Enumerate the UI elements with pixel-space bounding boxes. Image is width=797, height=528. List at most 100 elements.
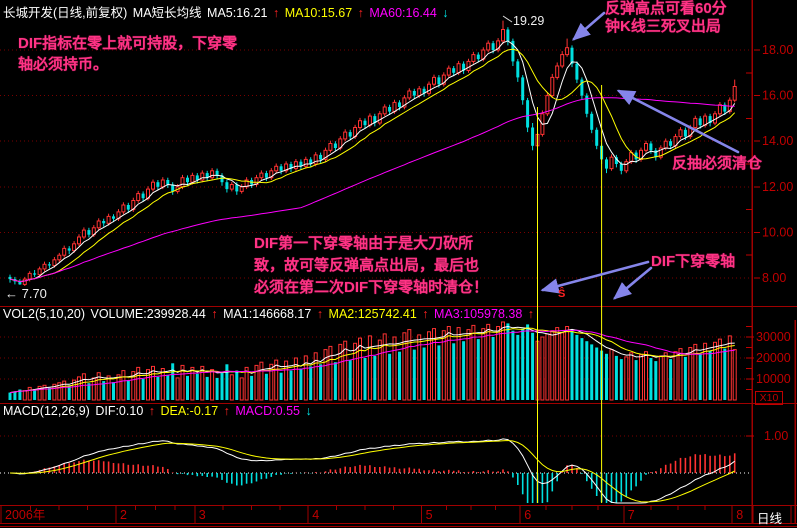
volume-bar-up bbox=[343, 340, 348, 401]
candle-body-up bbox=[72, 243, 77, 252]
vol-ma3-readout: MA3:105978.38 bbox=[434, 307, 523, 321]
volume-bar-up bbox=[446, 326, 451, 401]
candle-body-down bbox=[570, 47, 574, 64]
volume-bar-up bbox=[72, 379, 77, 401]
candle-body-up bbox=[382, 106, 387, 115]
volume-bar-down bbox=[649, 358, 653, 400]
candle-body-down bbox=[264, 173, 268, 178]
candle-body-up bbox=[284, 163, 289, 172]
candle-body-down bbox=[398, 102, 401, 107]
period-selector[interactable]: 日线 bbox=[757, 512, 783, 526]
volume-bar-up bbox=[190, 366, 195, 401]
volume-bar-up bbox=[629, 352, 634, 401]
dea-line bbox=[9, 439, 735, 503]
volume-bar-up bbox=[496, 326, 501, 401]
volume-bar-down bbox=[698, 353, 702, 400]
candle-body-down bbox=[156, 182, 160, 187]
volume-bar-down bbox=[614, 355, 618, 400]
candle-body-down bbox=[580, 79, 584, 96]
candle-body-down bbox=[669, 141, 673, 146]
candle-body-up bbox=[693, 117, 698, 129]
volume-bar-up bbox=[121, 370, 126, 401]
peak-price-label: 19.29 bbox=[513, 14, 545, 28]
volume-bar-up bbox=[323, 349, 328, 401]
candle-body-up bbox=[96, 220, 101, 229]
candle-body-down bbox=[279, 166, 283, 171]
candle-body-down bbox=[412, 91, 416, 96]
candle-body-up bbox=[471, 54, 476, 62]
volume-bar-down bbox=[13, 391, 17, 400]
candle-body-down bbox=[516, 61, 520, 78]
volume-bar-up bbox=[367, 335, 372, 401]
macd-readout: MACD:0.55 bbox=[235, 404, 300, 418]
volume-bar-down bbox=[462, 341, 466, 400]
candle-body-down bbox=[521, 77, 525, 101]
volume-ma1-line bbox=[9, 325, 735, 394]
volume-bar-down bbox=[476, 339, 480, 400]
volume-bar-up bbox=[146, 369, 150, 401]
candle-body-down bbox=[590, 113, 594, 130]
candle-body-up bbox=[565, 47, 570, 56]
candle-body-up bbox=[560, 54, 565, 67]
volume-bar-down bbox=[156, 376, 160, 400]
candle-body-up bbox=[77, 236, 81, 245]
candle-body-down bbox=[708, 116, 712, 123]
volume-bar-up bbox=[688, 347, 693, 401]
dif-line bbox=[9, 438, 735, 504]
volume-bar-down bbox=[683, 356, 687, 400]
price-axis-label: 18.00 bbox=[762, 43, 793, 57]
candle-body-down bbox=[462, 63, 466, 71]
candle-body-up bbox=[501, 29, 505, 42]
volume-bar-down bbox=[595, 347, 599, 400]
candle-body-up bbox=[106, 215, 111, 224]
price-axis-label: 14.00 bbox=[762, 134, 793, 148]
candle-body-down bbox=[299, 161, 303, 167]
candle-body-up bbox=[269, 170, 274, 179]
up-arrow-icon: ↑ bbox=[223, 404, 230, 418]
price-pane-header: 长城开发(日线,前复权) MA短长均线 MA5:16.21 ↑ MA10:15.… bbox=[3, 2, 451, 21]
volume-bar-up bbox=[427, 331, 431, 401]
volume-axis-label: 30000 bbox=[756, 330, 791, 344]
candle-body-down bbox=[614, 157, 618, 164]
candle-body-down bbox=[166, 180, 170, 185]
volume-bar-down bbox=[605, 353, 608, 400]
volume-bar-up bbox=[62, 380, 67, 401]
volume-bar-down bbox=[373, 355, 377, 400]
volume-bar-up bbox=[81, 373, 86, 401]
candle-body-down bbox=[605, 159, 608, 169]
volume-bar-down bbox=[580, 338, 584, 400]
volume-bar-down bbox=[422, 347, 426, 400]
candle-body-down bbox=[87, 230, 91, 235]
volume-axis-label: 10000 bbox=[756, 372, 791, 386]
annotation-arrow bbox=[572, 11, 606, 41]
volume-pane-header: VOL2(5,10,20) VOLUME:239928.44 ↑ MA1:146… bbox=[3, 307, 536, 321]
volume-bar-up bbox=[175, 377, 180, 401]
volume-bar-down bbox=[437, 345, 441, 400]
volume-bar-up bbox=[717, 338, 722, 401]
volume-bar-up bbox=[663, 352, 668, 401]
volume-bar-up bbox=[254, 364, 259, 401]
volume-bar-up bbox=[52, 383, 57, 401]
volume-bar-up bbox=[151, 365, 155, 401]
volume-bar-down bbox=[299, 368, 303, 400]
volume-bar-up bbox=[486, 323, 491, 401]
candle-body-down bbox=[506, 29, 510, 41]
volume-bar-down bbox=[570, 329, 574, 400]
candle-body-up bbox=[358, 120, 362, 128]
volume-bar-up bbox=[269, 363, 274, 401]
candle-body-down bbox=[649, 143, 653, 151]
volume-ma3-line bbox=[9, 329, 735, 394]
volume-bar-down bbox=[87, 383, 91, 400]
candle-body-up bbox=[259, 172, 264, 179]
volume-bar-down bbox=[516, 334, 520, 400]
candle-body-up bbox=[274, 165, 279, 172]
volume-bar-up bbox=[244, 366, 249, 401]
annotation-arrow bbox=[616, 89, 740, 154]
volume-bar-up bbox=[57, 382, 62, 401]
candle-body-down bbox=[531, 127, 535, 146]
candle-body-down bbox=[126, 205, 130, 210]
vol-ma1-readout: MA1:146668.17 bbox=[223, 307, 312, 321]
volume-bar-down bbox=[264, 373, 268, 400]
candle-body-up bbox=[121, 204, 126, 213]
